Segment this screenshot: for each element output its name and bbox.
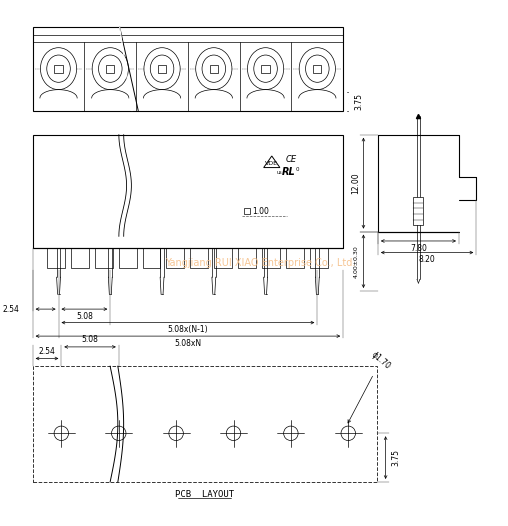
Text: 2.54: 2.54 [2, 305, 19, 313]
Bar [238, 248, 256, 268]
Text: ϕ1.70: ϕ1.70 [348, 350, 392, 423]
Text: 3.75: 3.75 [392, 449, 400, 466]
Ellipse shape [305, 55, 329, 82]
Ellipse shape [202, 55, 226, 82]
Bar [262, 65, 270, 73]
Text: 5.08: 5.08 [76, 312, 93, 321]
Text: VDE: VDE [265, 161, 278, 166]
Ellipse shape [150, 55, 174, 82]
Bar [167, 248, 184, 268]
Ellipse shape [144, 48, 180, 89]
Bar [33, 366, 377, 482]
Ellipse shape [254, 55, 277, 82]
Bar [54, 65, 62, 73]
Text: 1.00: 1.00 [252, 207, 269, 216]
Text: CE: CE [285, 155, 297, 164]
Ellipse shape [41, 48, 77, 89]
Bar [190, 248, 208, 268]
Ellipse shape [47, 55, 70, 82]
Bar [33, 27, 343, 110]
Bar [244, 208, 249, 214]
Text: 5.08: 5.08 [82, 335, 99, 344]
Bar [106, 65, 114, 73]
Text: us: us [277, 170, 282, 175]
Text: 5.08x(N-1): 5.08x(N-1) [168, 326, 208, 335]
Ellipse shape [99, 55, 122, 82]
Bar [71, 248, 89, 268]
Bar [414, 197, 424, 225]
Bar [158, 65, 166, 73]
Text: 2.54: 2.54 [39, 347, 55, 356]
Bar [143, 248, 161, 268]
Bar [33, 135, 343, 248]
Text: 5.08xN: 5.08xN [174, 339, 202, 348]
Text: 4.00±0.30: 4.00±0.30 [353, 245, 358, 278]
Text: 12.00: 12.00 [351, 173, 360, 194]
Ellipse shape [196, 48, 232, 89]
Bar [286, 248, 304, 268]
Ellipse shape [92, 48, 129, 89]
Text: 3.75: 3.75 [355, 93, 364, 110]
Ellipse shape [299, 48, 335, 89]
Bar [262, 248, 280, 268]
Bar [313, 65, 322, 73]
Bar [210, 65, 218, 73]
Bar [310, 248, 328, 268]
Text: PCB  LAYOUT: PCB LAYOUT [175, 490, 234, 499]
Bar [95, 248, 113, 268]
Bar [214, 248, 232, 268]
Text: 7.80: 7.80 [410, 244, 427, 253]
Bar [119, 248, 137, 268]
Text: Yangjiang RUI XIAO Enterprise Co., Ltd.: Yangjiang RUI XIAO Enterprise Co., Ltd. [165, 258, 356, 268]
Ellipse shape [247, 48, 283, 89]
Text: RL: RL [282, 167, 296, 177]
Text: 8.20: 8.20 [419, 256, 435, 265]
Text: 0: 0 [296, 167, 300, 172]
Bar [47, 248, 65, 268]
